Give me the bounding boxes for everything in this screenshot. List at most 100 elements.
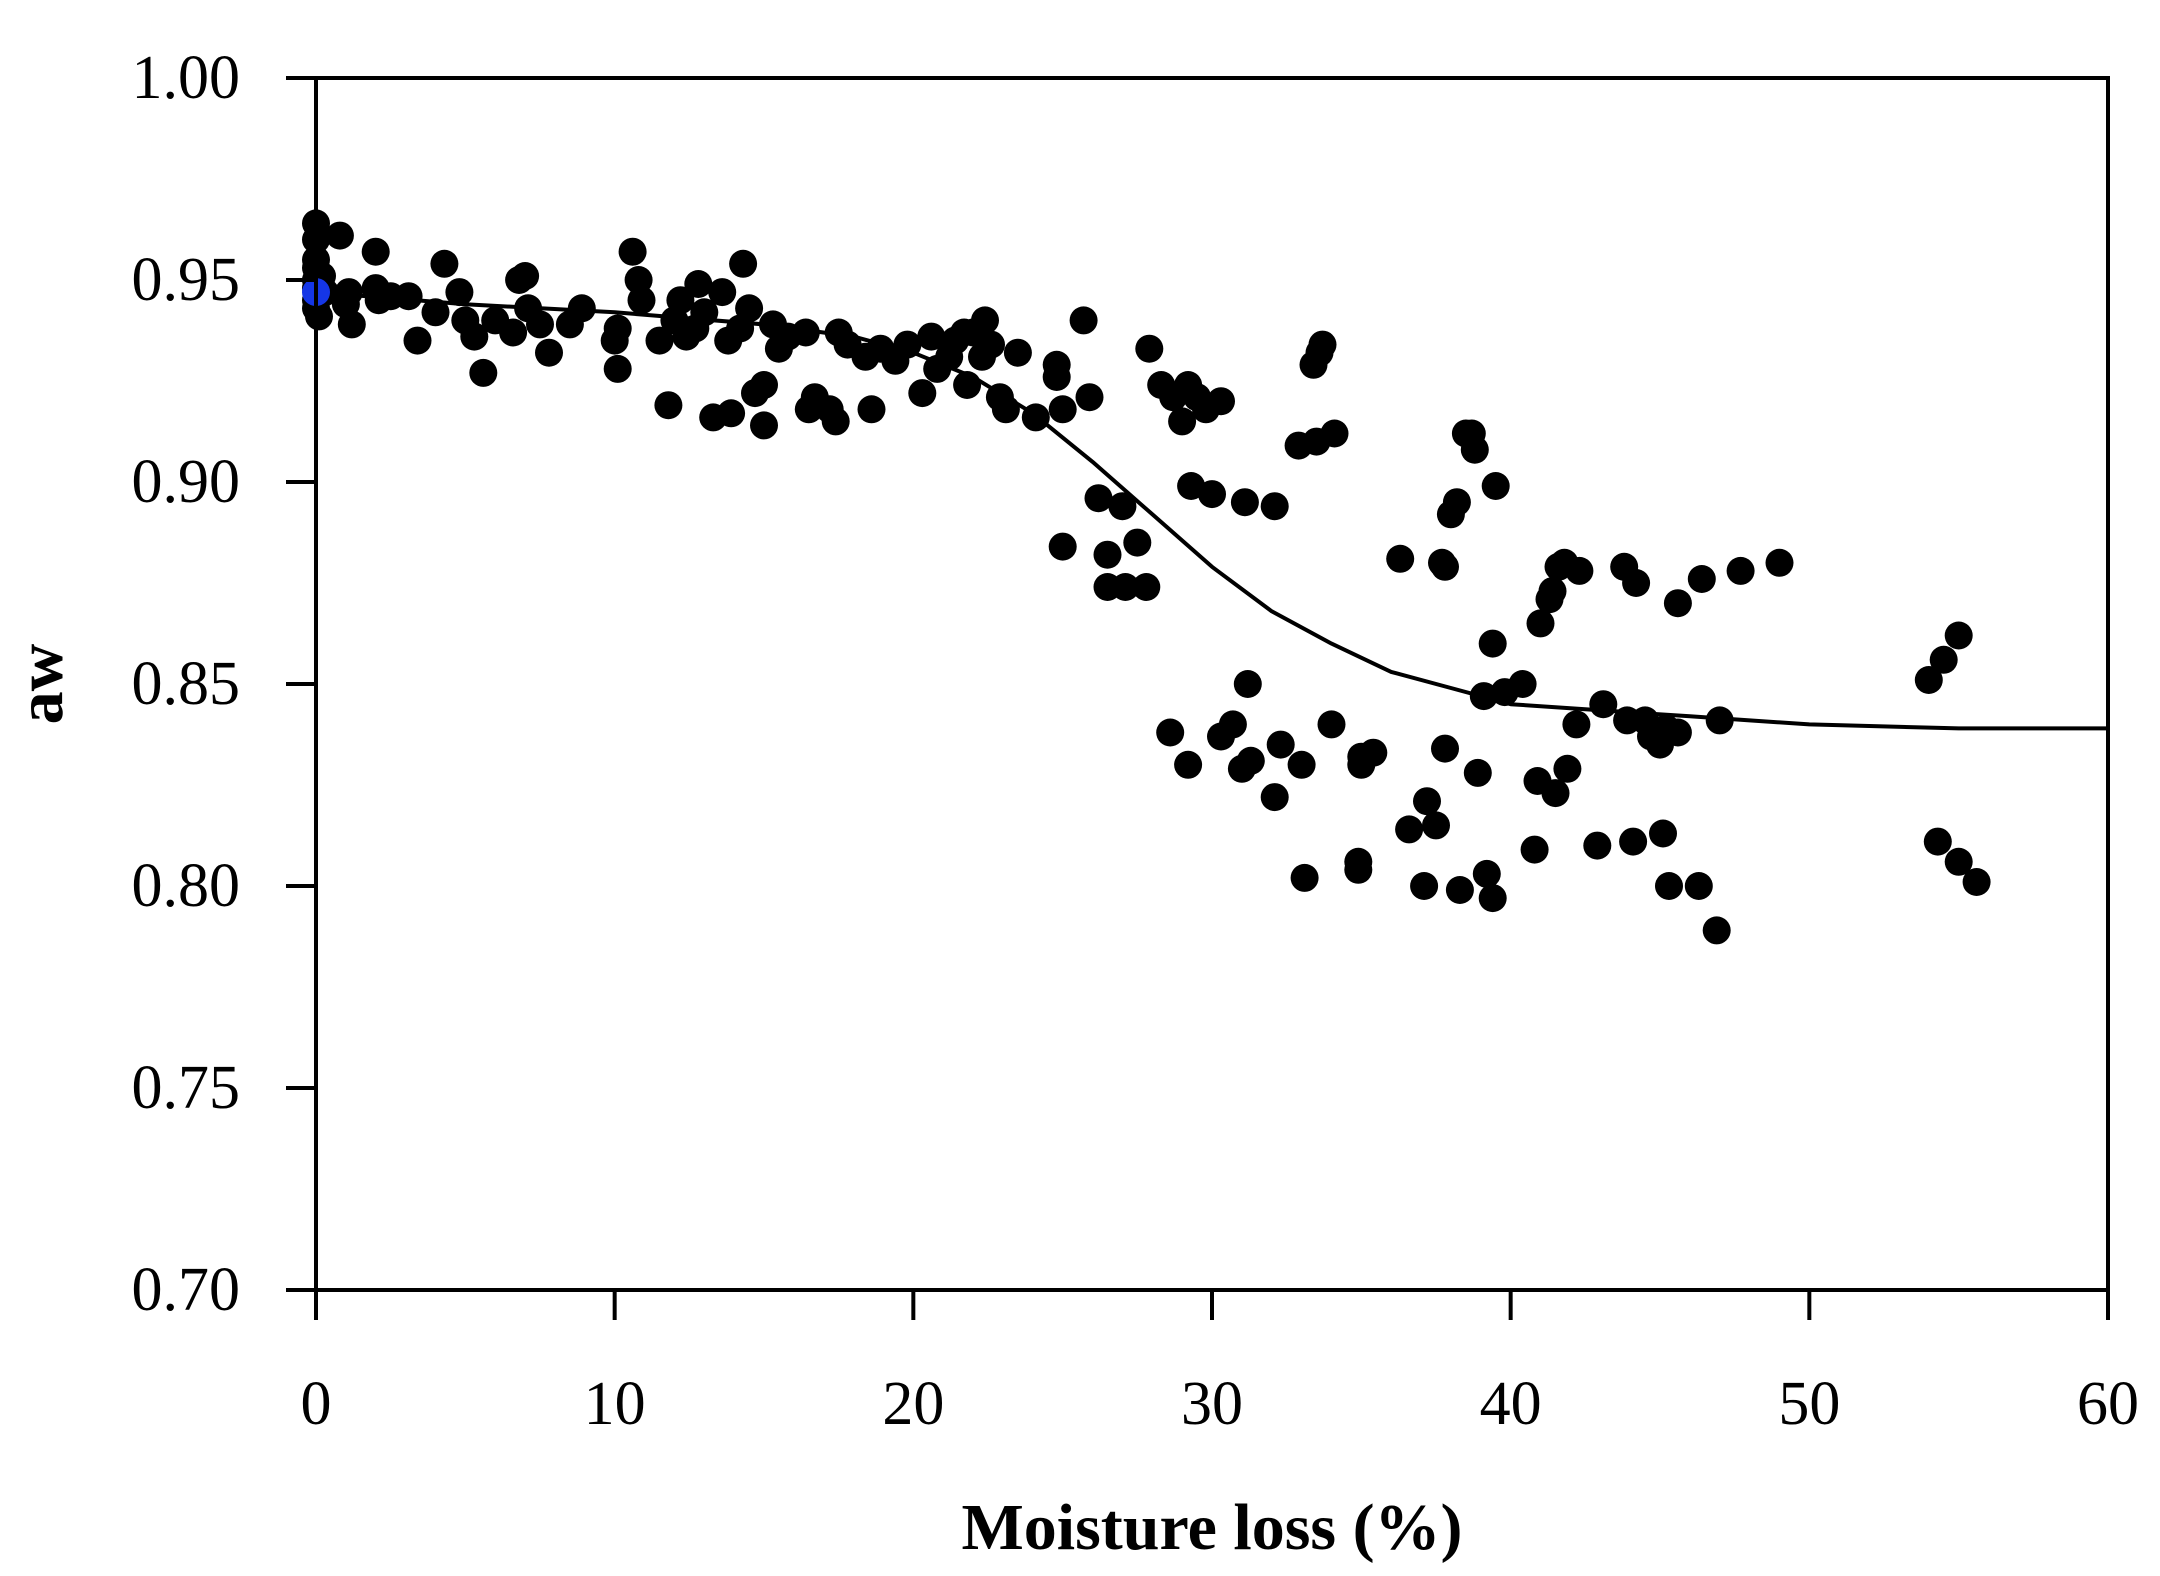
data-point	[953, 371, 982, 399]
data-point	[791, 318, 820, 347]
data-point	[750, 371, 778, 399]
data-point	[1923, 827, 1952, 856]
data-point	[1702, 916, 1731, 945]
data-point	[1093, 540, 1122, 569]
data-point	[1410, 872, 1439, 900]
data-point	[1287, 750, 1316, 779]
data-point	[1290, 863, 1319, 892]
data-point	[1472, 859, 1501, 888]
data-point	[1726, 556, 1755, 585]
data-point	[1541, 779, 1570, 808]
x-tick-label: 40	[1480, 1370, 1542, 1438]
data-point	[1233, 670, 1262, 698]
data-point	[1526, 609, 1555, 638]
data-point	[1207, 387, 1235, 416]
y-tick-label: 0.90	[132, 448, 241, 516]
data-point	[430, 249, 459, 278]
data-point	[1520, 835, 1549, 864]
data-point	[1075, 383, 1104, 412]
data-point	[1260, 492, 1289, 521]
data-point	[627, 286, 656, 315]
data-point	[1218, 710, 1247, 739]
data-point	[1589, 690, 1618, 719]
data-point	[1135, 334, 1164, 363]
data-point	[1478, 884, 1507, 913]
data-point	[908, 379, 937, 408]
data-point	[1359, 738, 1388, 767]
data-point	[1944, 847, 1973, 876]
y-tick-label: 0.80	[132, 852, 241, 920]
data-point	[735, 294, 764, 323]
data-point	[1442, 488, 1471, 517]
data-point	[645, 326, 674, 355]
data-point	[535, 338, 563, 367]
data-point	[1508, 670, 1537, 698]
x-axis-title: Moisture loss (%)	[961, 1491, 1462, 1564]
data-point	[1413, 787, 1441, 816]
data-point	[403, 326, 432, 355]
x-tick-label: 10	[584, 1370, 646, 1438]
data-point	[893, 330, 922, 359]
y-axis-title: aw	[4, 643, 77, 724]
data-point	[1565, 556, 1594, 585]
data-point	[1069, 306, 1098, 335]
data-point	[361, 237, 390, 266]
data-point	[334, 278, 363, 307]
y-tick-label: 0.75	[132, 1054, 241, 1122]
data-point	[1687, 565, 1716, 593]
data-point	[394, 282, 423, 311]
data-point	[1317, 710, 1346, 739]
data-point	[991, 395, 1020, 424]
data-point	[1663, 718, 1692, 747]
data-point	[1929, 645, 1958, 674]
data-point	[1168, 407, 1197, 436]
data-point	[325, 221, 354, 250]
data-point	[971, 306, 999, 335]
x-tick-label: 0	[301, 1370, 332, 1438]
y-tick-label: 0.85	[132, 650, 241, 718]
data-point	[1469, 682, 1498, 711]
data-point	[1132, 573, 1161, 601]
data-point	[469, 358, 498, 387]
data-point	[1431, 734, 1459, 763]
data-point	[1021, 403, 1050, 432]
data-point	[1198, 480, 1226, 509]
data-point	[567, 294, 596, 323]
data-point	[618, 237, 647, 266]
data-point	[1431, 552, 1459, 581]
data-point	[1553, 754, 1582, 783]
data-point	[1320, 419, 1349, 448]
data-point	[1649, 819, 1677, 848]
data-point	[1048, 395, 1077, 424]
data-point	[684, 270, 713, 298]
data-point	[729, 249, 758, 278]
data-point	[690, 298, 719, 327]
data-point	[1538, 577, 1567, 606]
data-point	[1684, 872, 1713, 900]
data-point	[1478, 629, 1507, 658]
data-point	[1460, 435, 1489, 464]
data-point	[1619, 827, 1648, 856]
data-point	[654, 391, 683, 420]
data-point	[1260, 783, 1289, 812]
data-point	[1042, 363, 1071, 391]
data-point	[1308, 330, 1337, 359]
data-point	[1562, 710, 1591, 739]
data-point	[1156, 718, 1185, 747]
data-point	[1123, 528, 1152, 557]
data-point	[1048, 532, 1077, 561]
data-point	[1663, 589, 1692, 618]
data-point	[1445, 876, 1474, 904]
data-point	[1914, 666, 1943, 694]
data-point	[603, 354, 632, 383]
data-point	[1422, 811, 1450, 840]
data-point	[1962, 868, 1991, 896]
y-tick-label: 0.95	[132, 246, 241, 314]
data-point	[1236, 746, 1265, 775]
data-point	[1944, 621, 1973, 650]
data-point	[1003, 338, 1032, 367]
x-tick-label: 60	[2077, 1370, 2139, 1438]
data-point	[337, 310, 366, 339]
